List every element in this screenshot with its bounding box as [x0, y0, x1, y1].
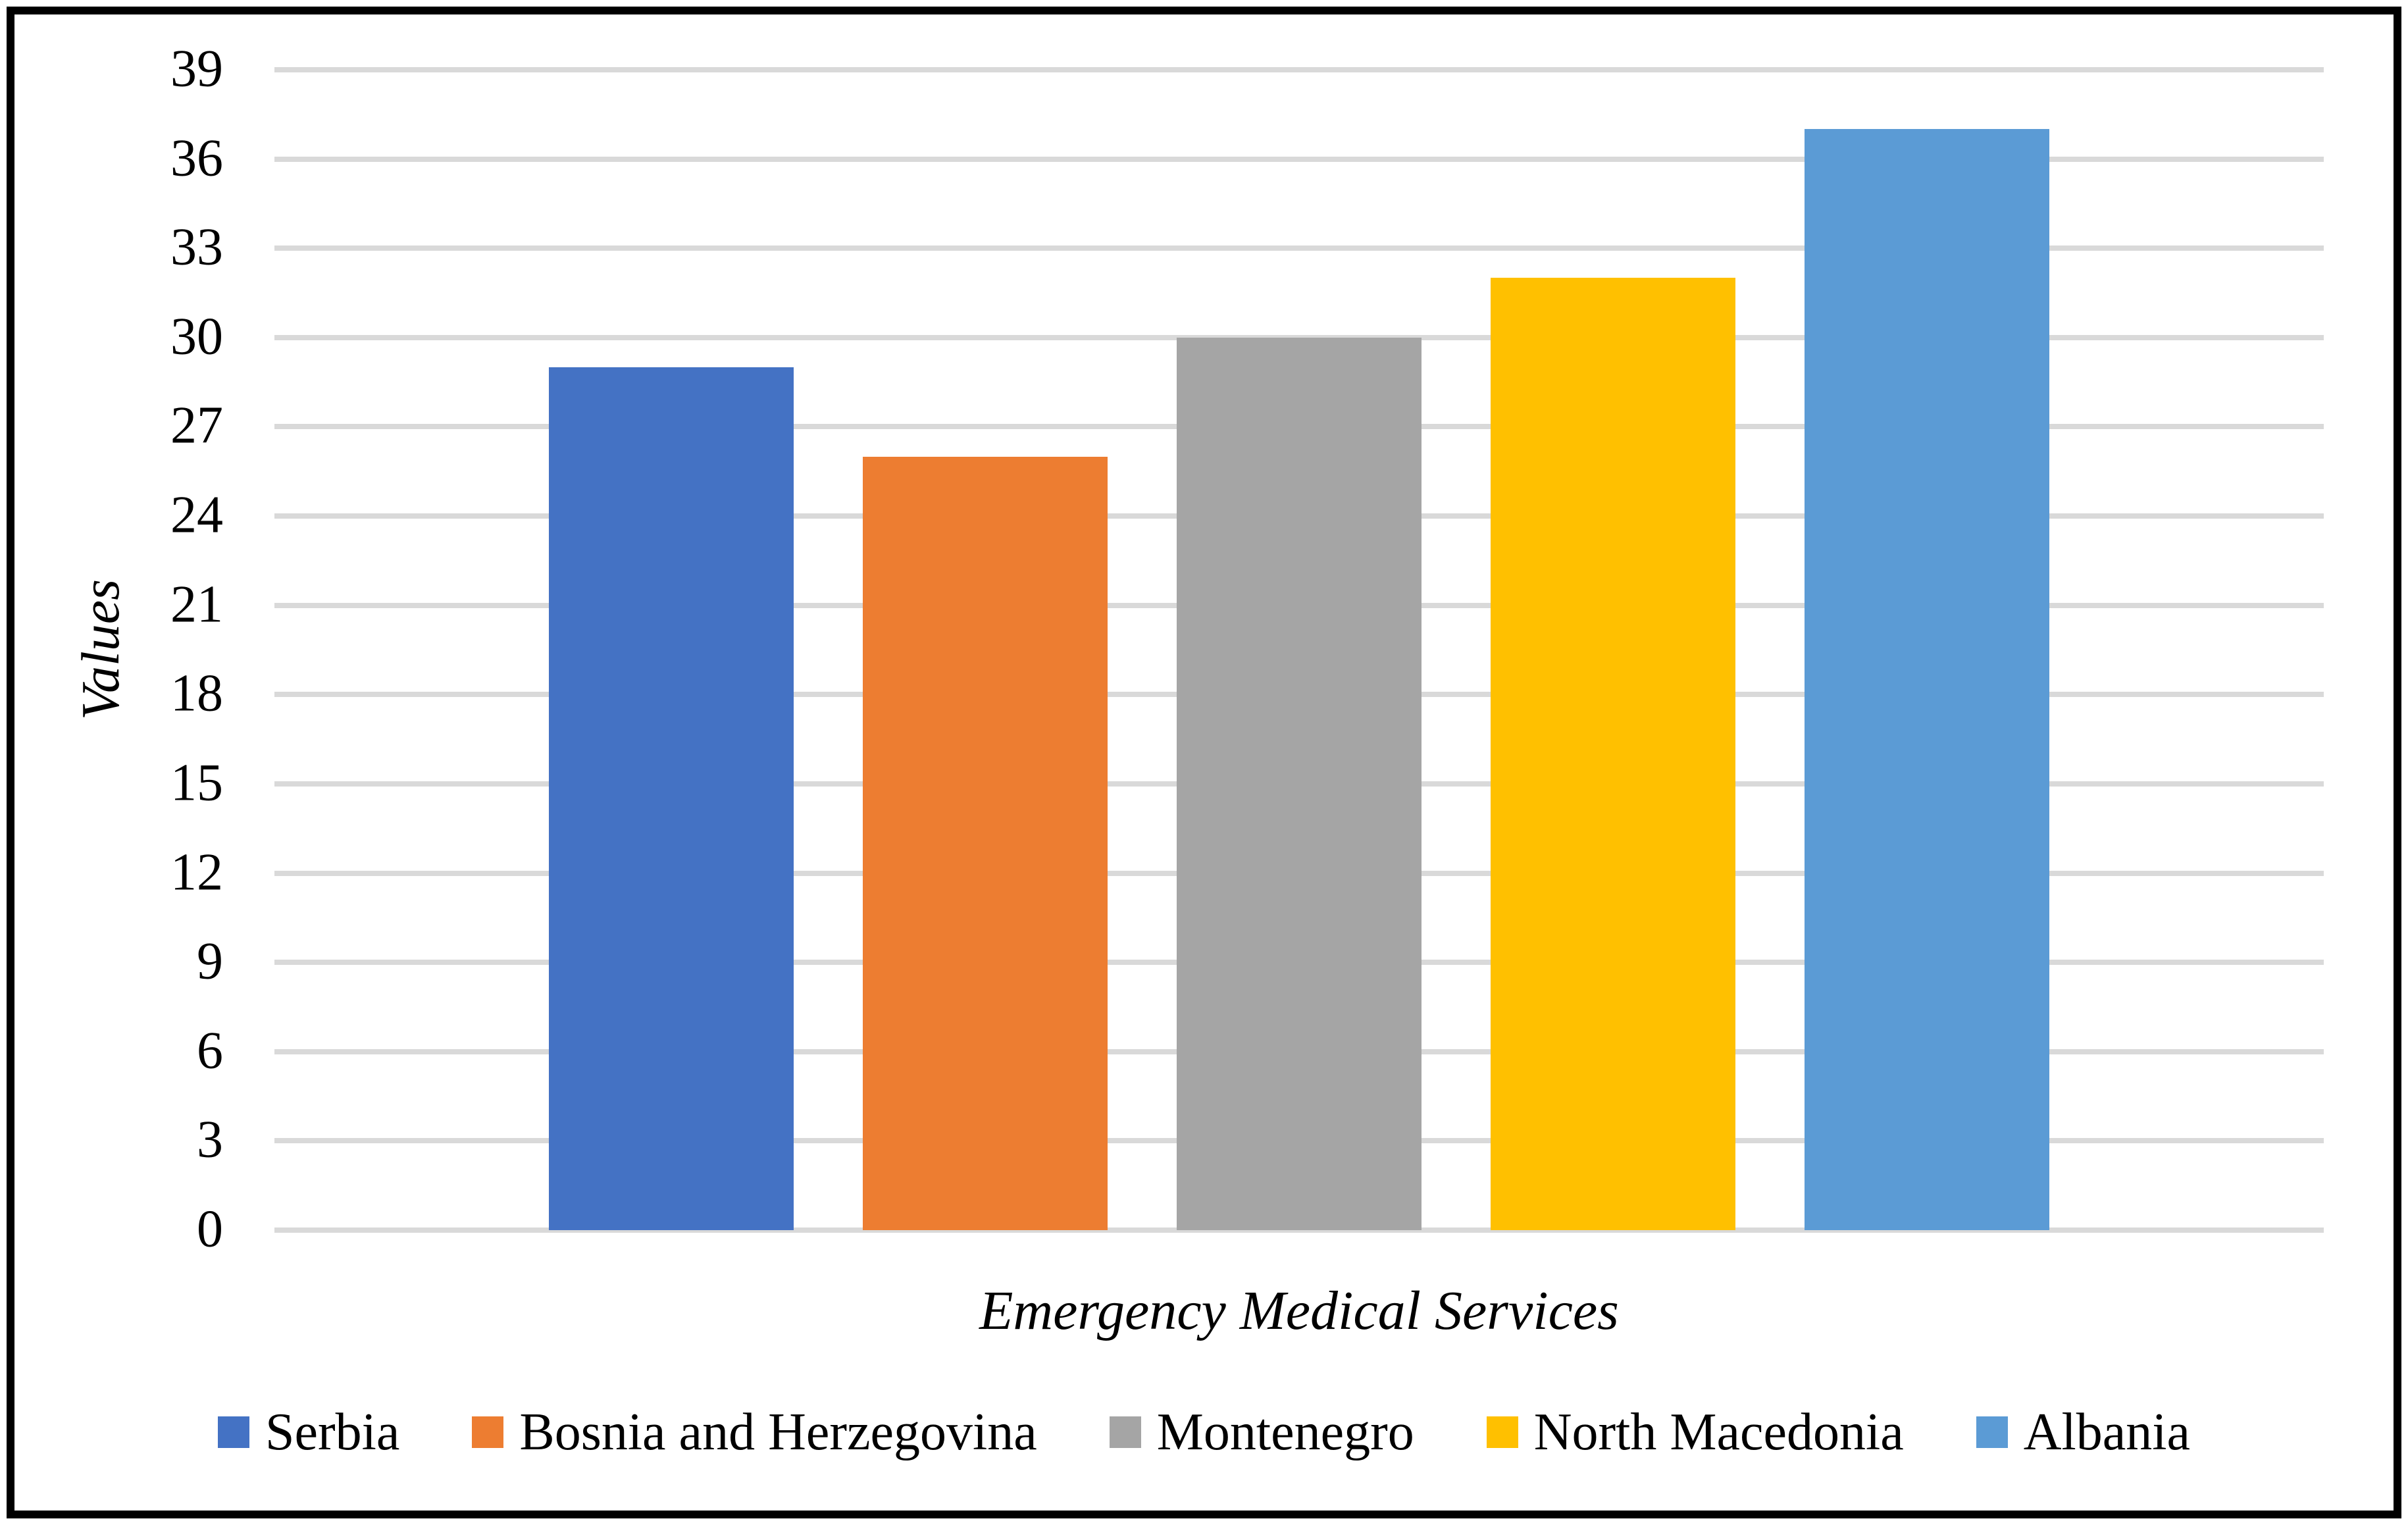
legend-item-bosnia-and-herzegovina: Bosnia and Herzegovina	[472, 1406, 1037, 1459]
y-tick-label-18: 18	[170, 664, 223, 723]
gridline-y-39	[274, 67, 2324, 72]
y-tick-label-39: 39	[170, 39, 223, 98]
y-tick-label-27: 27	[170, 396, 223, 455]
y-tick-label-6: 6	[197, 1021, 223, 1080]
bar-bosnia-and-herzegovina	[862, 456, 1108, 1230]
legend: Serbia Bosnia and Herzegovina Montenegro No…	[14, 1406, 2394, 1459]
x-axis-title: Emergency Medical Services	[979, 1280, 1619, 1341]
y-tick-label-33: 33	[170, 218, 223, 276]
legend-swatch-bosnia-and-herzegovina	[472, 1416, 504, 1448]
gridline-y-30	[274, 334, 2324, 340]
legend-label-north-macedonia: North Macedonia	[1533, 1403, 1904, 1461]
bar-montenegro	[1177, 337, 1422, 1230]
bar-serbia	[548, 367, 794, 1230]
legend-label-bosnia-and-herzegovina: Bosnia and Herzegovina	[519, 1403, 1037, 1461]
legend-label-serbia: Serbia	[265, 1403, 400, 1461]
legend-swatch-montenegro	[1109, 1416, 1141, 1448]
legend-item-albania: Albania	[1976, 1406, 2190, 1459]
chart-container: Values 0 3 6 9 12 15 18 21 24 27 30 33 36 39 Emergenc…	[7, 7, 2401, 1518]
legend-swatch-albania	[1976, 1416, 2008, 1448]
legend-item-serbia: Serbia	[217, 1403, 400, 1461]
legend-label-montenegro: Montenegro	[1156, 1403, 1414, 1461]
y-tick-label-21: 21	[170, 575, 223, 634]
y-tick-label-24: 24	[170, 486, 223, 544]
gridline-y-0	[274, 1228, 2324, 1233]
legend-swatch-serbia	[217, 1416, 249, 1448]
bar-albania	[1805, 129, 2049, 1230]
y-tick-label-30: 30	[170, 307, 223, 366]
legend-item-montenegro: Montenegro	[1109, 1403, 1414, 1461]
y-tick-label-9: 9	[197, 932, 223, 991]
y-tick-label-36: 36	[170, 129, 223, 188]
bar-north-macedonia	[1491, 278, 1735, 1230]
gridline-y-36	[274, 156, 2324, 162]
gridline-y-33	[274, 246, 2324, 251]
y-axis-title: Values	[70, 579, 130, 721]
y-tick-label-12: 12	[170, 842, 223, 901]
legend-item-north-macedonia: North Macedonia	[1486, 1403, 1904, 1461]
legend-swatch-north-macedonia	[1486, 1416, 1518, 1448]
y-tick-label-0: 0	[197, 1200, 223, 1258]
y-tick-label-15: 15	[170, 754, 223, 812]
legend-label-albania: Albania	[2023, 1403, 2191, 1461]
y-tick-label-3: 3	[197, 1110, 223, 1169]
plot-area: 0 3 6 9 12 15 18 21 24 27 30 33 36 39	[170, 42, 2324, 1255]
